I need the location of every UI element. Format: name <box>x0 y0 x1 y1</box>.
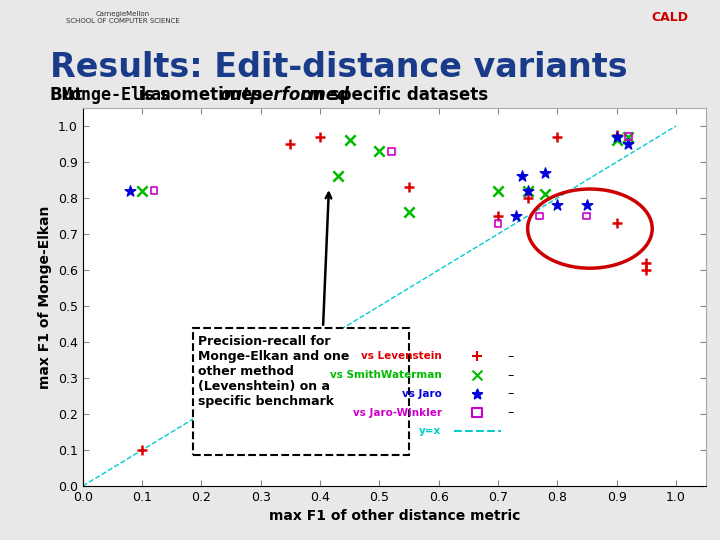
Point <box>540 190 552 199</box>
Y-axis label: max F1 of Monge-Elkan: max F1 of Monge-Elkan <box>38 205 53 389</box>
Text: –: – <box>507 350 513 363</box>
Point <box>332 172 343 181</box>
X-axis label: max F1 of other distance metric: max F1 of other distance metric <box>269 509 520 523</box>
Point <box>403 183 415 192</box>
Text: Precision-recall for
Monge-Elkan and one
other method
(Levenshtein) on a
specifi: Precision-recall for Monge-Elkan and one… <box>199 335 350 408</box>
Text: Monge-Elkan: Monge-Elkan <box>61 85 171 104</box>
Text: CarnegieMellon
SCHOOL OF COMPUTER SCIENCE: CarnegieMellon SCHOOL OF COMPUTER SCIENC… <box>66 11 179 24</box>
Point <box>552 132 563 141</box>
Point <box>623 140 634 149</box>
Text: –: – <box>507 387 513 400</box>
Text: vs SmithWaterman: vs SmithWaterman <box>330 370 441 380</box>
Point <box>534 212 545 220</box>
Text: outperformed: outperformed <box>220 85 350 104</box>
Point <box>641 259 652 267</box>
Point <box>522 186 534 195</box>
Point <box>492 212 504 220</box>
Point <box>374 147 385 156</box>
Point <box>522 186 534 195</box>
Text: is sometimes: is sometimes <box>133 85 269 104</box>
Point <box>641 266 652 274</box>
FancyBboxPatch shape <box>192 328 409 455</box>
Point <box>344 136 356 145</box>
Point <box>403 208 415 217</box>
Point <box>284 140 296 149</box>
Point <box>472 408 483 417</box>
Text: vs Jaro: vs Jaro <box>402 389 441 399</box>
Point <box>385 147 397 156</box>
Point <box>522 194 534 202</box>
Text: Results: Edit-distance variants: Results: Edit-distance variants <box>50 51 628 84</box>
Point <box>510 212 521 220</box>
Point <box>516 172 528 181</box>
Text: CALD: CALD <box>651 11 688 24</box>
Point <box>315 132 326 141</box>
Point <box>472 352 483 361</box>
Text: But: But <box>50 85 89 104</box>
Point <box>136 186 148 195</box>
Point <box>492 219 504 227</box>
Point <box>125 186 136 195</box>
Point <box>611 131 622 139</box>
Point <box>611 132 622 141</box>
Point <box>623 132 634 141</box>
Point <box>472 389 483 398</box>
Point <box>472 371 483 380</box>
Text: –: – <box>507 369 513 382</box>
Point <box>581 212 593 220</box>
Text: y=x: y=x <box>420 426 441 436</box>
Point <box>581 201 593 210</box>
Point <box>611 219 622 227</box>
Point <box>611 136 622 145</box>
Text: on specific datasets: on specific datasets <box>295 85 488 104</box>
Text: –: – <box>507 406 513 419</box>
Text: vs Levenstein: vs Levenstein <box>361 352 441 361</box>
Point <box>552 201 563 210</box>
Point <box>623 132 634 141</box>
Point <box>540 168 552 177</box>
Text: vs Jaro-Winkler: vs Jaro-Winkler <box>353 408 441 417</box>
Point <box>136 446 148 454</box>
Point <box>148 186 160 195</box>
Point <box>492 186 504 195</box>
